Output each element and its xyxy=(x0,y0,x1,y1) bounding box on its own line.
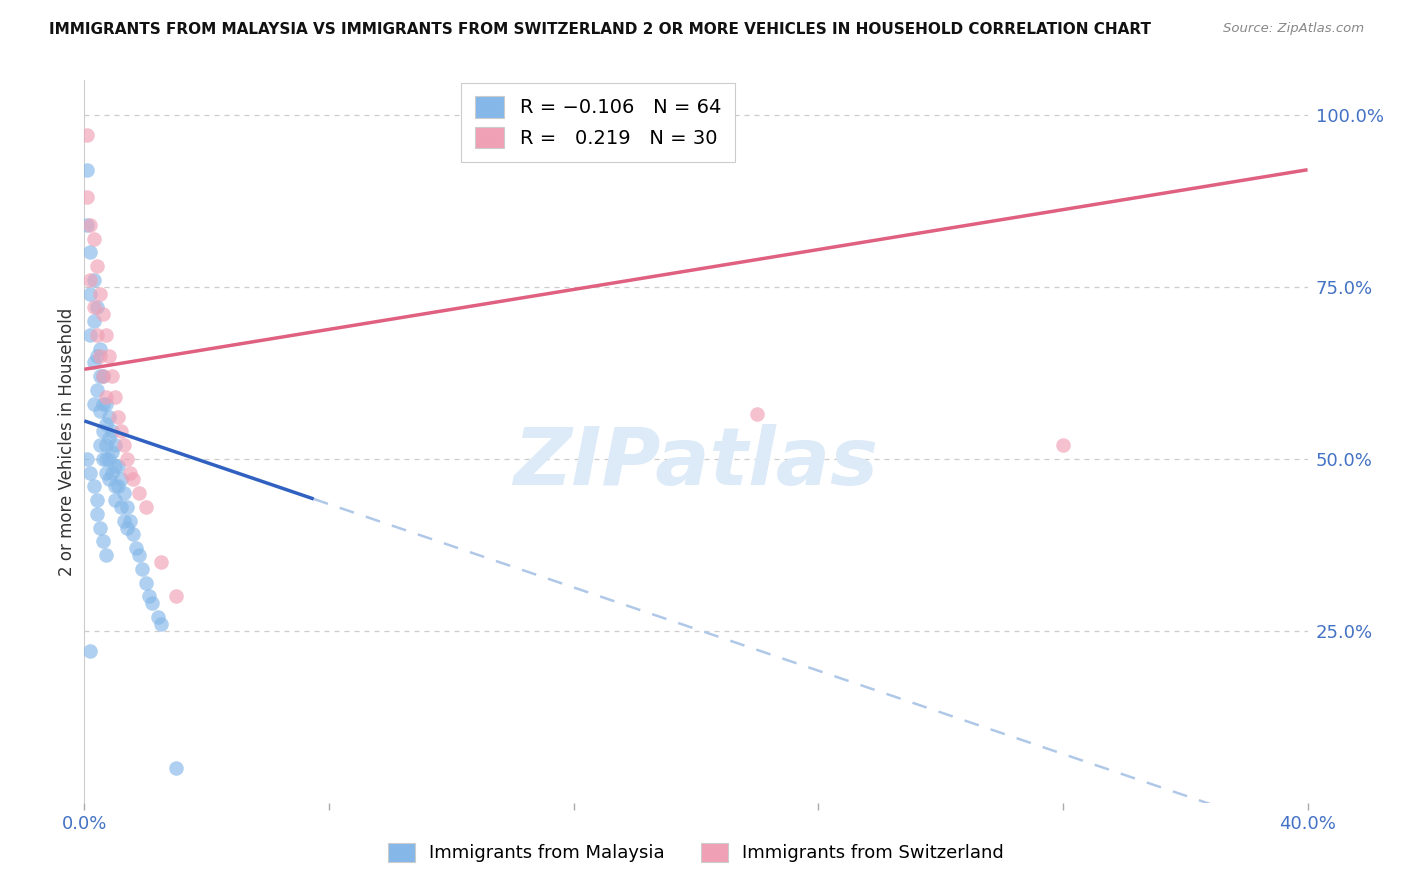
Point xyxy=(79,273,101,287)
Point xyxy=(120,514,142,528)
Point xyxy=(101,369,124,384)
Point xyxy=(128,486,150,500)
Point xyxy=(122,472,145,486)
Point xyxy=(104,390,127,404)
Point xyxy=(79,286,101,301)
Point xyxy=(91,369,114,384)
Point xyxy=(94,548,117,562)
Point xyxy=(83,355,105,369)
Point xyxy=(165,761,187,775)
Point xyxy=(97,451,120,466)
Point xyxy=(89,438,111,452)
Point xyxy=(115,520,138,534)
Point xyxy=(135,575,157,590)
Point xyxy=(89,349,111,363)
Point xyxy=(94,397,117,411)
Point xyxy=(125,541,148,556)
Point xyxy=(79,327,101,342)
Point xyxy=(76,218,98,232)
Point xyxy=(747,407,769,421)
Point xyxy=(91,534,114,549)
Point xyxy=(83,273,105,287)
Point xyxy=(146,610,169,624)
Point xyxy=(91,369,114,384)
Point xyxy=(110,500,132,514)
Point xyxy=(112,514,135,528)
Point xyxy=(86,507,108,521)
Point xyxy=(76,190,98,204)
Point xyxy=(79,245,101,260)
Point xyxy=(101,424,124,438)
Point xyxy=(89,286,111,301)
Point xyxy=(104,458,127,473)
Point xyxy=(110,424,132,438)
Point xyxy=(89,369,111,384)
Legend: Immigrants from Malaysia, Immigrants from Switzerland: Immigrants from Malaysia, Immigrants fro… xyxy=(377,831,1015,873)
Point xyxy=(79,644,101,658)
Point xyxy=(89,403,111,417)
Point xyxy=(1052,438,1074,452)
Point xyxy=(122,527,145,541)
Point xyxy=(149,555,172,569)
Point xyxy=(128,548,150,562)
Point xyxy=(135,500,157,514)
Point xyxy=(165,590,187,604)
Point xyxy=(112,486,135,500)
Point xyxy=(94,390,117,404)
Point xyxy=(94,327,117,342)
Point xyxy=(89,520,111,534)
Point xyxy=(101,466,124,480)
Point xyxy=(91,397,114,411)
Point xyxy=(83,231,105,245)
Point xyxy=(97,472,120,486)
Point xyxy=(91,451,114,466)
Point xyxy=(86,327,108,342)
Point xyxy=(79,466,101,480)
Point xyxy=(97,431,120,445)
Point xyxy=(141,596,163,610)
Point xyxy=(138,590,160,604)
Point xyxy=(101,445,124,459)
Point xyxy=(86,383,108,397)
Point xyxy=(86,349,108,363)
Point xyxy=(83,397,105,411)
Point xyxy=(115,500,138,514)
Point xyxy=(79,218,101,232)
Point xyxy=(83,479,105,493)
Point xyxy=(110,472,132,486)
Point xyxy=(104,479,127,493)
Point xyxy=(112,438,135,452)
Point xyxy=(115,451,138,466)
Text: Source: ZipAtlas.com: Source: ZipAtlas.com xyxy=(1223,22,1364,36)
Point xyxy=(107,458,129,473)
Point xyxy=(94,417,117,432)
Point xyxy=(86,301,108,315)
Point xyxy=(131,562,153,576)
Point xyxy=(97,349,120,363)
Point xyxy=(91,424,114,438)
Point xyxy=(104,438,127,452)
Point xyxy=(76,451,98,466)
Point xyxy=(94,466,117,480)
Point xyxy=(104,493,127,508)
Point xyxy=(89,342,111,356)
Y-axis label: 2 or more Vehicles in Household: 2 or more Vehicles in Household xyxy=(58,308,76,575)
Point xyxy=(86,259,108,273)
Point xyxy=(91,307,114,321)
Point xyxy=(97,410,120,425)
Text: IMMIGRANTS FROM MALAYSIA VS IMMIGRANTS FROM SWITZERLAND 2 OR MORE VEHICLES IN HO: IMMIGRANTS FROM MALAYSIA VS IMMIGRANTS F… xyxy=(49,22,1152,37)
Point xyxy=(149,616,172,631)
Text: ZIPatlas: ZIPatlas xyxy=(513,425,879,502)
Point xyxy=(94,451,117,466)
Point xyxy=(83,301,105,315)
Point xyxy=(94,438,117,452)
Point xyxy=(86,493,108,508)
Point xyxy=(120,466,142,480)
Point xyxy=(83,314,105,328)
Point xyxy=(76,128,98,143)
Point xyxy=(107,410,129,425)
Point xyxy=(107,479,129,493)
Point xyxy=(76,162,98,177)
